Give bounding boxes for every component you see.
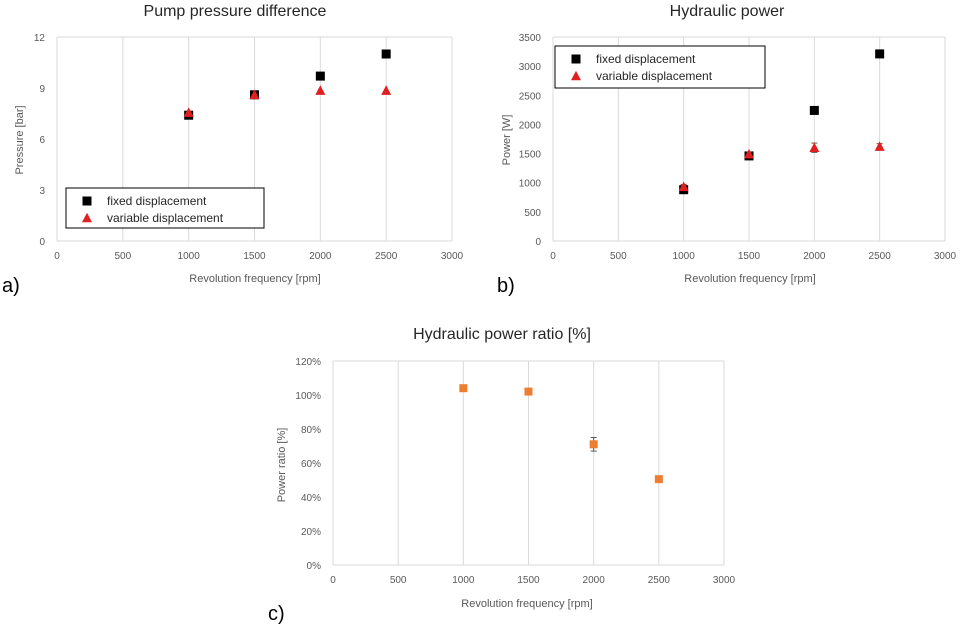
data-point [678,181,689,192]
y-axis-label: Pressure [bar] [14,105,26,174]
data-point [249,89,260,100]
y-tick-label: 3 [39,186,45,197]
data-point [654,475,663,484]
x-tick-label: 1500 [738,251,761,262]
x-tick-label: 1000 [452,575,475,586]
legend-label: variable displacement [107,211,224,225]
y-tick-label: 40% [301,493,321,504]
y-tick-label: 3000 [519,62,542,73]
x-tick-label: 2000 [309,251,332,262]
y-tick-label: 0 [39,237,45,248]
chart-title: Hydraulic power ratio [%] [413,326,591,343]
y-tick-label: 9 [39,84,45,95]
legend-box [65,187,265,229]
chart-power: Hydraulic power Power [W] Revolution fre… [497,3,957,297]
y-tick-label: 100% [295,391,321,402]
panel-label: c) [268,603,285,625]
data-point [809,105,819,115]
y-tick-label: 500 [524,208,541,219]
x-tick-label: 3000 [441,251,464,262]
y-tick-label: 120% [295,357,321,368]
y-tick-label: 6 [39,135,45,146]
y-tick-label: 2500 [519,91,542,102]
legend-marker [82,212,92,223]
x-tick-label: 0 [54,251,60,262]
data-point [875,49,885,59]
legend-label: fixed displacement [596,52,696,66]
x-tick-label: 2500 [648,575,671,586]
data-point [315,85,326,95]
x-tick-label: 0 [330,575,336,586]
legend-box [554,45,766,89]
y-tick-label: 12 [34,33,46,44]
data-point [744,148,754,159]
x-tick-label: 500 [114,251,131,262]
x-tick-label: 1000 [673,251,696,262]
x-tick-label: 0 [550,251,556,262]
y-tick-label: 2000 [519,120,542,131]
data-point [459,384,468,393]
x-tick-label: 3000 [934,251,957,262]
x-tick-label: 1500 [517,575,540,586]
y-tick-label: 0 [535,237,541,248]
x-tick-label: 2500 [869,251,892,262]
data-point [874,141,885,151]
data-point [183,107,194,117]
data-point [809,142,820,153]
chart-title: Pump pressure difference [144,3,327,20]
y-tick-label: 1500 [519,150,542,161]
data-point [381,49,391,59]
data-point [315,71,325,81]
legend-marker [571,70,581,81]
x-tick-label: 1500 [243,251,266,262]
y-tick-label: 1000 [519,179,542,190]
x-tick-label: 500 [610,251,627,262]
x-axis-label: Revolution frequency [rpm] [461,598,592,610]
y-tick-label: 0% [307,561,322,572]
x-tick-label: 500 [390,575,407,586]
y-axis-label: Power [W] [501,115,513,166]
legend-marker [82,196,92,206]
y-tick-label: 20% [301,527,321,538]
panel-label: a) [2,275,20,297]
x-axis-label: Revolution frequency [rpm] [684,273,815,285]
chart-power-ratio: Hydraulic power ratio [%] Power ratio [%… [268,326,736,625]
y-tick-label: 80% [301,425,321,436]
x-axis-label: Revolution frequency [rpm] [189,273,320,285]
chart-pressure: Pump pressure difference Pressure [bar] … [2,3,464,297]
x-tick-label: 2500 [375,251,398,262]
data-point [589,440,598,449]
x-tick-label: 2000 [803,251,826,262]
x-tick-label: 1000 [178,251,201,262]
data-point [381,85,392,95]
data-point [524,387,533,396]
y-tick-label: 3500 [519,33,542,44]
chart-title: Hydraulic power [670,3,785,20]
y-tick-label: 60% [301,459,321,470]
y-axis-label: Power ratio [%] [276,428,288,503]
x-tick-label: 2000 [583,575,606,586]
legend-label: variable displacement [596,69,713,83]
panel-label: b) [497,275,515,297]
legend-marker [571,54,581,64]
x-tick-label: 3000 [713,575,736,586]
legend-label: fixed displacement [107,194,207,208]
